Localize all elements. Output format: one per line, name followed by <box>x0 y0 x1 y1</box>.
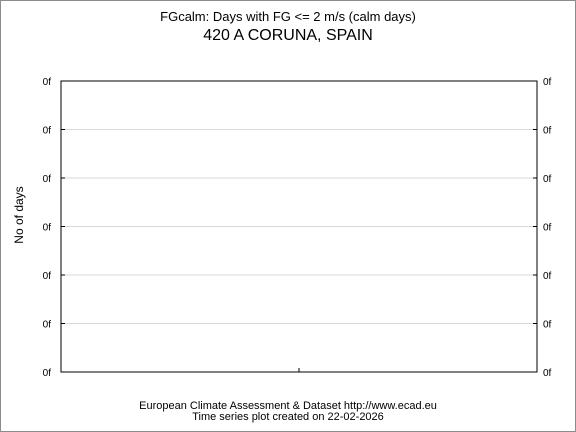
y-tick-label-right: 0f <box>543 368 552 379</box>
y-tick-label-right: 0f <box>543 271 552 282</box>
y-tick-label-left: 0f <box>43 271 52 282</box>
y-tick-label-left: 0f <box>43 223 52 234</box>
y-tick-label-left: 0f <box>43 126 52 137</box>
y-tick-label-left: 0f <box>43 368 52 379</box>
footer-created: Time series plot created on 22-02-2026 <box>192 411 384 423</box>
y-tick-label-left: 0f <box>43 174 52 185</box>
chart-title: FGcalm: Days with FG <= 2 m/s (calm days… <box>160 9 416 24</box>
chart-subtitle: 420 A CORUNA, SPAIN <box>203 27 373 44</box>
footer-source: European Climate Assessment & Dataset ht… <box>139 400 437 412</box>
y-tick-label-left: 0f <box>43 77 52 88</box>
plot-area-border <box>60 80 538 373</box>
y-tick-label-left: 0f <box>43 320 52 331</box>
y-tick-label-right: 0f <box>543 320 552 331</box>
y-tick-label-right: 0f <box>543 174 552 185</box>
y-tick-label-right: 0f <box>543 77 552 88</box>
y-tick-label-right: 0f <box>543 126 552 137</box>
y-tick-label-right: 0f <box>543 223 552 234</box>
